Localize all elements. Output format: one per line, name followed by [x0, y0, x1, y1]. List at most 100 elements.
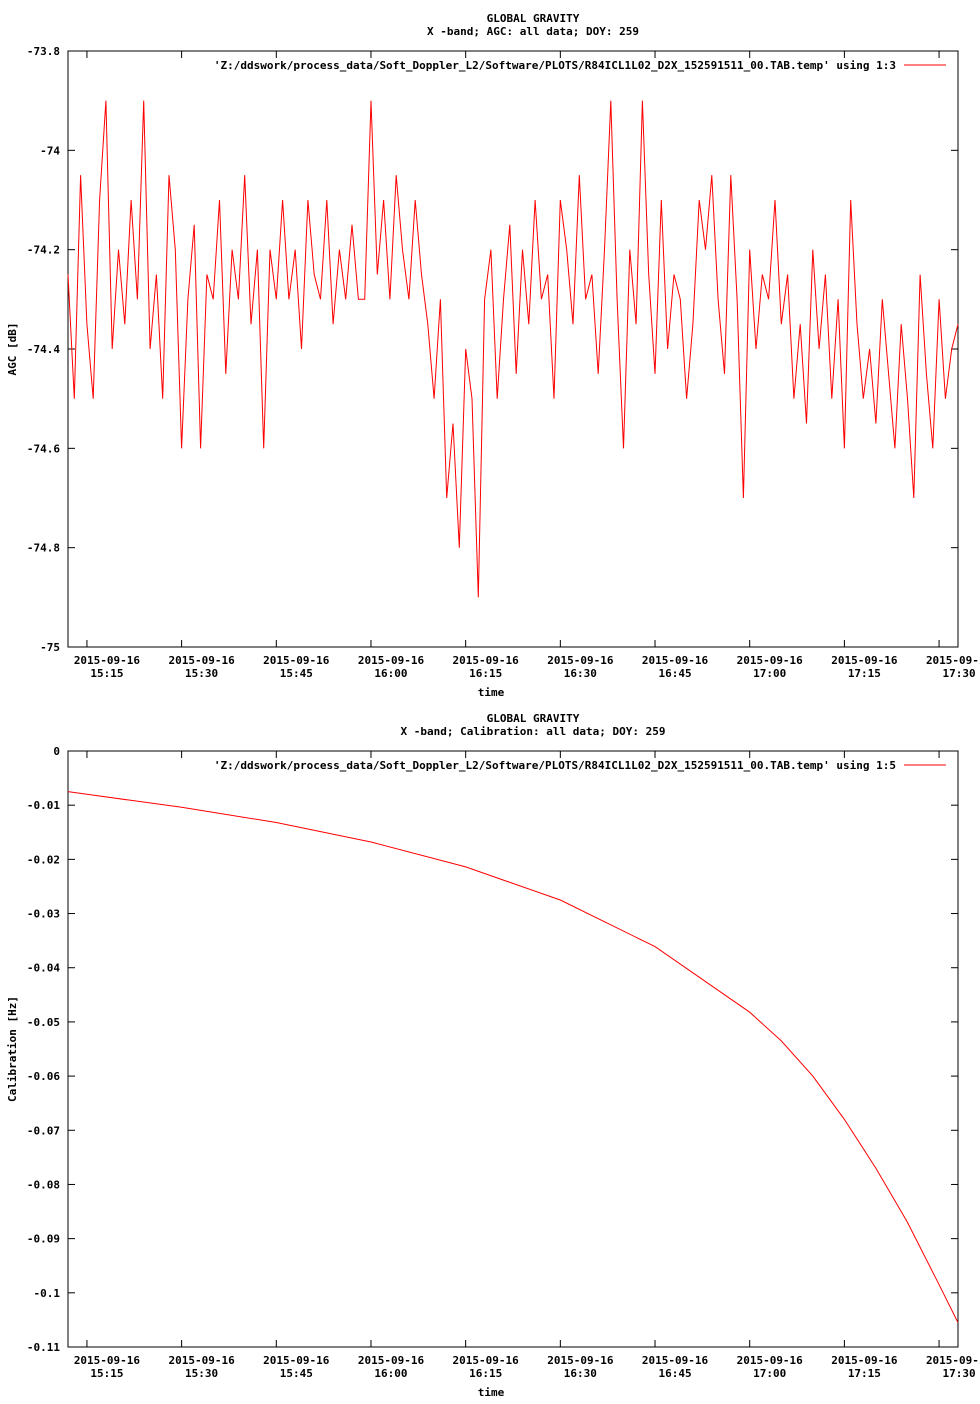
data-point [459, 547, 460, 548]
chart-subtitle: X -band; Calibration: all data; DOY: 259 [401, 725, 666, 738]
data-point [446, 497, 447, 498]
x-tick-date-label: 2015-09-16 [263, 1354, 330, 1367]
data-point [478, 597, 479, 598]
data-point [591, 274, 592, 275]
data-point [617, 299, 618, 300]
x-tick-time-label: 15:45 [280, 1367, 313, 1380]
data-point [705, 249, 706, 250]
data-point [945, 398, 946, 399]
data-point [112, 348, 113, 349]
data-point [465, 866, 466, 867]
data-point [358, 299, 359, 300]
x-tick-date-label: 2015-09-16 [74, 654, 141, 667]
data-point [907, 1222, 908, 1223]
data-point [535, 199, 536, 200]
data-point [661, 199, 662, 200]
x-tick-date-label: 2015-09-16 [926, 654, 980, 667]
data-point [560, 199, 561, 200]
data-point [213, 299, 214, 300]
x-tick-date-label: 2015-09-16 [926, 1354, 980, 1367]
data-point [333, 324, 334, 325]
x-tick-time-label: 17:15 [848, 667, 881, 680]
data-point [686, 398, 687, 399]
data-point [800, 324, 801, 325]
chart-title: GLOBAL GRAVITY [487, 712, 580, 725]
data-point [749, 249, 750, 250]
x-tick-time-label: 17:00 [753, 667, 786, 680]
series-line [67, 791, 959, 1323]
x-tick-date-label: 2015-09-16 [547, 654, 614, 667]
x-tick-time-label: 16:00 [374, 1367, 407, 1380]
data-point [225, 373, 226, 374]
data-point [509, 224, 510, 225]
data-point [774, 199, 775, 200]
data-point [263, 448, 264, 449]
x-tick-date-label: 2015-09-16 [263, 654, 330, 667]
data-point [528, 324, 529, 325]
data-point [377, 274, 378, 275]
x-tick-time-label: 16:30 [564, 1367, 597, 1380]
data-point [295, 249, 296, 250]
data-point [642, 100, 643, 101]
data-point [93, 398, 94, 399]
y-tick-label: -0.01 [27, 799, 60, 812]
y-axis-label: Calibration [Hz] [6, 996, 19, 1102]
data-point [168, 175, 169, 176]
y-tick-label: -0.1 [34, 1287, 61, 1300]
data-point [490, 249, 491, 250]
x-tick-date-label: 2015-09-16 [74, 1354, 141, 1367]
data-point [187, 299, 188, 300]
data-point [781, 324, 782, 325]
data-point [339, 249, 340, 250]
x-tick-time-label: 15:30 [185, 667, 218, 680]
data-point [724, 373, 725, 374]
data-point [654, 946, 655, 947]
y-tick-label: -0.06 [27, 1070, 60, 1083]
data-point [440, 299, 441, 300]
x-tick-date-label: 2015-09-16 [737, 654, 804, 667]
y-tick-label: -74.4 [27, 343, 60, 356]
legend-label: 'Z:/ddswork/process_data/Soft_Doppler_L2… [214, 59, 896, 72]
data-point [244, 175, 245, 176]
x-tick-date-label: 2015-09-16 [168, 1354, 235, 1367]
data-point [749, 1012, 750, 1013]
x-tick-date-label: 2015-09-16 [547, 1354, 614, 1367]
data-point [850, 199, 851, 200]
y-tick-label: -74 [40, 144, 60, 157]
x-tick-time-label: 16:15 [469, 1367, 502, 1380]
data-point [762, 274, 763, 275]
data-point [162, 398, 163, 399]
data-point [926, 373, 927, 374]
data-point [99, 199, 100, 200]
data-point [143, 100, 144, 101]
x-axis-label: time [478, 686, 505, 699]
data-point [194, 224, 195, 225]
data-point [232, 249, 233, 250]
data-point [370, 100, 371, 101]
y-tick-label: -0.05 [27, 1016, 60, 1029]
data-point [888, 373, 889, 374]
x-tick-time-label: 16:45 [658, 1367, 691, 1380]
x-tick-time-label: 15:15 [90, 1367, 123, 1380]
data-point [200, 448, 201, 449]
x-tick-time-label: 15:45 [280, 667, 313, 680]
y-tick-label: -74.8 [27, 542, 60, 555]
data-point [838, 299, 839, 300]
x-tick-time-label: 17:30 [943, 667, 976, 680]
data-point [434, 398, 435, 399]
data-point [364, 299, 365, 300]
data-point [276, 822, 277, 823]
data-point [415, 199, 416, 200]
x-tick-date-label: 2015-09-16 [358, 1354, 425, 1367]
data-point [345, 299, 346, 300]
data-point [307, 199, 308, 200]
series-line [67, 100, 959, 598]
x-tick-date-label: 2015-09-16 [737, 1354, 804, 1367]
data-point [598, 373, 599, 374]
data-point [932, 448, 933, 449]
data-point [743, 497, 744, 498]
data-point [547, 274, 548, 275]
data-point [572, 324, 573, 325]
